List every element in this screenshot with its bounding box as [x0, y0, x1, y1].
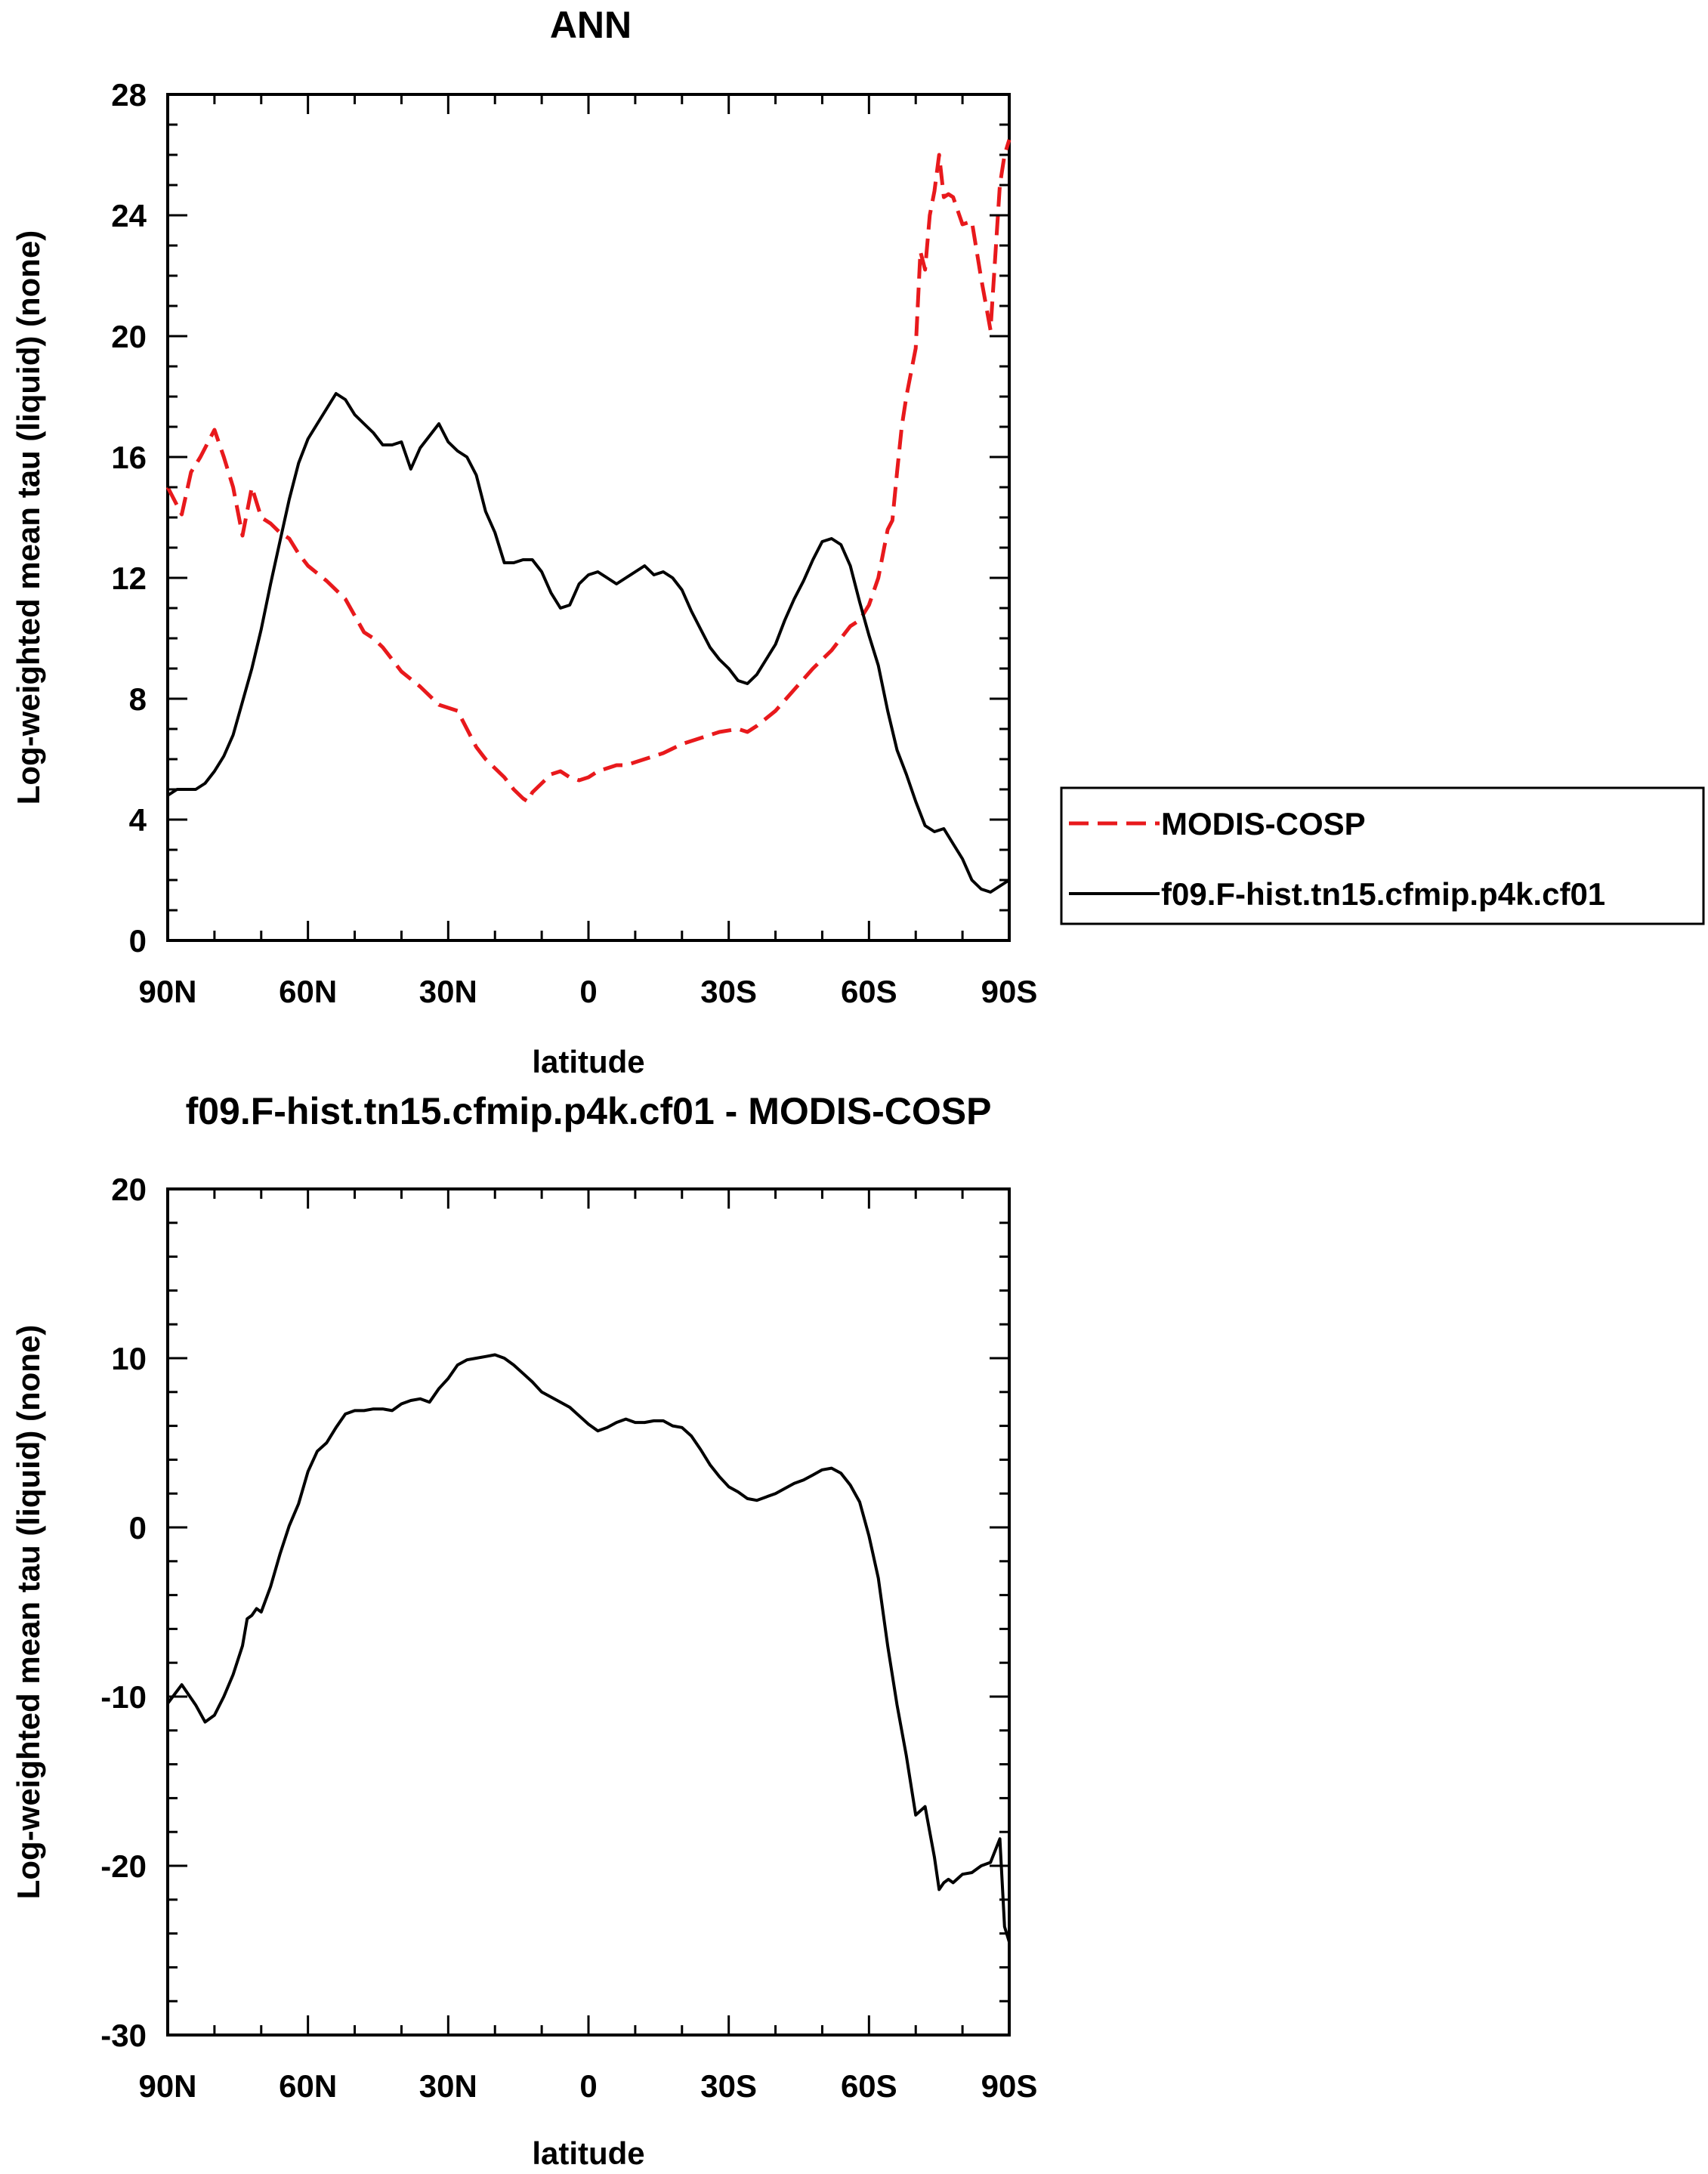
x-tick-label: 90N — [138, 974, 196, 1009]
series-line-1 — [166, 392, 1011, 894]
bottom-panel: f09.F-hist.tn15.cfmip.p4k.cf01 - MODIS-C… — [11, 1090, 1037, 2171]
y-tick-label: 8 — [129, 681, 147, 717]
y-tick-label: 0 — [129, 923, 147, 959]
legend-box — [1060, 786, 1705, 925]
y-tick-label: 16 — [111, 440, 147, 475]
top-x-axis-label: latitude — [532, 1044, 644, 1079]
x-tick-label: 60S — [841, 974, 897, 1009]
x-tick-label: 60S — [841, 2068, 897, 2104]
y-tick-label: 24 — [111, 198, 147, 233]
y-tick-label: 20 — [111, 319, 147, 354]
y-tick-label: 0 — [129, 1510, 147, 1546]
legend: MODIS-COSP f09.F-hist.tn15.cfmip.p4k.cf0… — [1060, 786, 1705, 925]
y-tick-label: 28 — [111, 77, 147, 113]
x-tick-label: 30S — [700, 2068, 757, 2104]
x-tick-label: 30S — [700, 974, 757, 1009]
y-tick-label: -20 — [100, 1848, 147, 1884]
x-tick-label: 60N — [279, 974, 337, 1009]
bottom-y-axis-label: Log-weighted mean tau (liquid) (none) — [11, 1325, 46, 1900]
y-tick-label: 20 — [111, 1172, 147, 1207]
x-tick-label: 0 — [579, 2068, 597, 2104]
top-panel: ANN 90N 60N 30N 0 30S 60S 90S 0 4 8 12 16 20 24 28 lat… — [11, 4, 1705, 1079]
x-tick-label: 60N — [279, 2068, 337, 2104]
legend-label-model: f09.F-hist.tn15.cfmip.p4k.cf01 — [1161, 876, 1605, 912]
difference-line — [166, 1353, 1011, 1943]
x-tick-label: 90N — [138, 2068, 196, 2104]
x-tick-label: 90S — [981, 974, 1038, 1009]
top-plot-frame — [166, 93, 1011, 942]
y-tick-label: -30 — [100, 2018, 147, 2053]
top-panel-title: ANN — [550, 4, 632, 46]
y-tick-label: -10 — [100, 1679, 147, 1715]
x-tick-label: 0 — [579, 974, 597, 1009]
y-tick-label: 10 — [111, 1341, 147, 1376]
x-tick-label: 30N — [419, 2068, 477, 2104]
y-tick-label: 4 — [129, 802, 147, 838]
x-tick-label: 30N — [419, 974, 477, 1009]
top-y-axis-label: Log-weighted mean tau (liquid) (none) — [11, 230, 46, 805]
y-tick-label: 12 — [111, 560, 147, 596]
bottom-x-axis-label: latitude — [532, 2135, 644, 2171]
series-line-0 — [165, 139, 1012, 804]
legend-label-modis: MODIS-COSP — [1161, 806, 1366, 841]
bottom-panel-title: f09.F-hist.tn15.cfmip.p4k.cf01 - MODIS-C… — [186, 1090, 992, 1132]
x-tick-label: 90S — [981, 2068, 1038, 2104]
